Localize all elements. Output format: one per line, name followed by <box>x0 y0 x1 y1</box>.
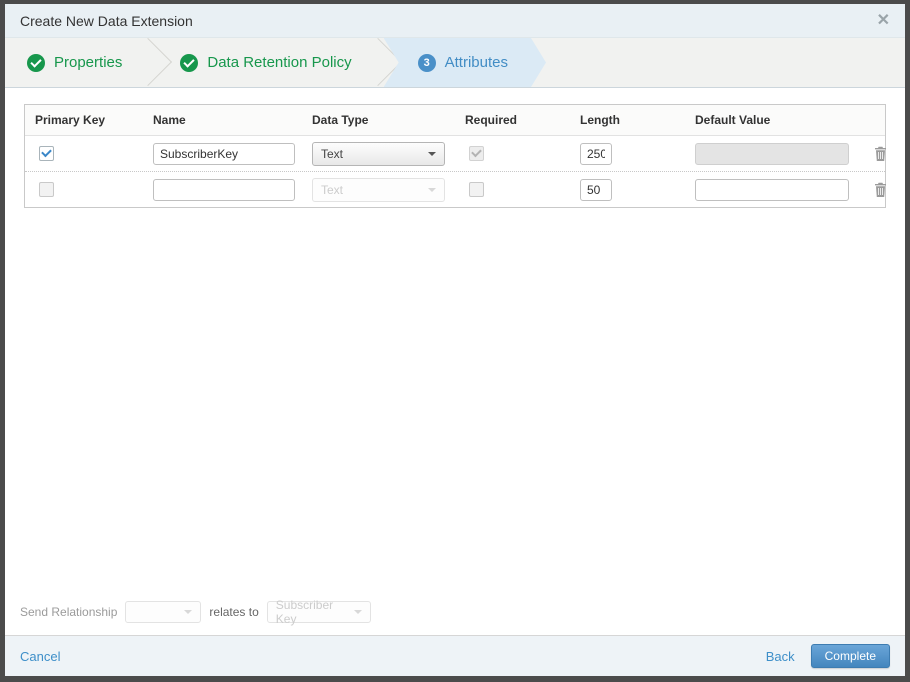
name-input[interactable] <box>153 178 295 201</box>
dialog-footer: Cancel Back Complete <box>5 635 905 676</box>
send-relationship-label: Send Relationship <box>20 605 118 619</box>
dropdown-arrow-icon <box>428 151 436 156</box>
attributes-content: Primary Key Name Data Type Required Leng… <box>5 88 905 591</box>
header-name: Name <box>153 113 186 127</box>
header-data-type: Data Type <box>312 113 369 127</box>
header-length: Length <box>580 113 620 127</box>
attributes-table: Primary Key Name Data Type Required Leng… <box>24 104 886 208</box>
step-number-icon: 3 <box>418 54 436 72</box>
step-data-retention-policy-label: Data Retention Policy <box>207 54 352 71</box>
data-type-value: Text <box>321 146 344 161</box>
dialog-title: Create New Data Extension <box>20 12 193 29</box>
check-circle-icon <box>180 53 199 72</box>
primary-key-checkbox[interactable] <box>39 182 54 197</box>
dropdown-arrow-icon <box>353 610 362 614</box>
create-data-extension-dialog: Create New Data Extension ✕ Properties D… <box>5 4 905 676</box>
send-relationship-row: Send Relationship relates to Subscriber … <box>5 591 905 635</box>
step-data-retention-policy[interactable]: Data Retention Policy <box>158 38 387 87</box>
header-required: Required <box>465 113 518 127</box>
dropdown-arrow-icon <box>184 610 193 614</box>
required-checkbox <box>469 146 484 161</box>
close-icon[interactable]: ✕ <box>876 11 890 29</box>
required-checkbox[interactable] <box>469 182 484 197</box>
send-relationship-source-select <box>125 601 202 623</box>
step-attributes[interactable]: 3 Attributes <box>384 38 546 87</box>
attribute-row: Text <box>25 136 888 171</box>
data-type-value: Text <box>321 182 344 197</box>
relates-to-label: relates to <box>209 605 259 619</box>
send-relationship-target-select: Subscriber Key <box>266 598 371 626</box>
wizard-steps: Properties Data Retention Policy 3 Attri… <box>5 38 905 88</box>
length-input[interactable] <box>580 142 612 165</box>
length-input[interactable] <box>580 178 612 201</box>
delete-row-icon[interactable] <box>873 146 888 162</box>
default-value-input[interactable] <box>695 178 849 201</box>
step-properties[interactable]: Properties <box>5 38 158 87</box>
primary-key-checkbox[interactable] <box>39 146 54 161</box>
name-input[interactable] <box>153 142 295 165</box>
dropdown-arrow-icon <box>428 187 436 192</box>
back-link[interactable]: Back <box>765 648 795 664</box>
step-attributes-label: Attributes <box>444 54 508 71</box>
header-default-value: Default Value <box>695 113 771 127</box>
default-value-input <box>695 142 849 165</box>
data-type-select[interactable]: Text <box>312 141 445 166</box>
dialog-title-bar: Create New Data Extension ✕ <box>5 4 905 38</box>
step-properties-label: Properties <box>54 54 123 71</box>
header-primary-key: Primary Key <box>35 113 106 127</box>
attribute-row: Text <box>25 171 888 207</box>
delete-row-icon[interactable] <box>873 182 888 198</box>
complete-button[interactable]: Complete <box>810 644 890 668</box>
cancel-link[interactable]: Cancel <box>20 648 61 664</box>
data-type-select: Text <box>312 177 445 202</box>
send-relationship-target-value: Subscriber Key <box>275 598 334 626</box>
check-circle-icon <box>27 53 45 72</box>
table-header-row: Primary Key Name Data Type Required Leng… <box>25 105 885 136</box>
